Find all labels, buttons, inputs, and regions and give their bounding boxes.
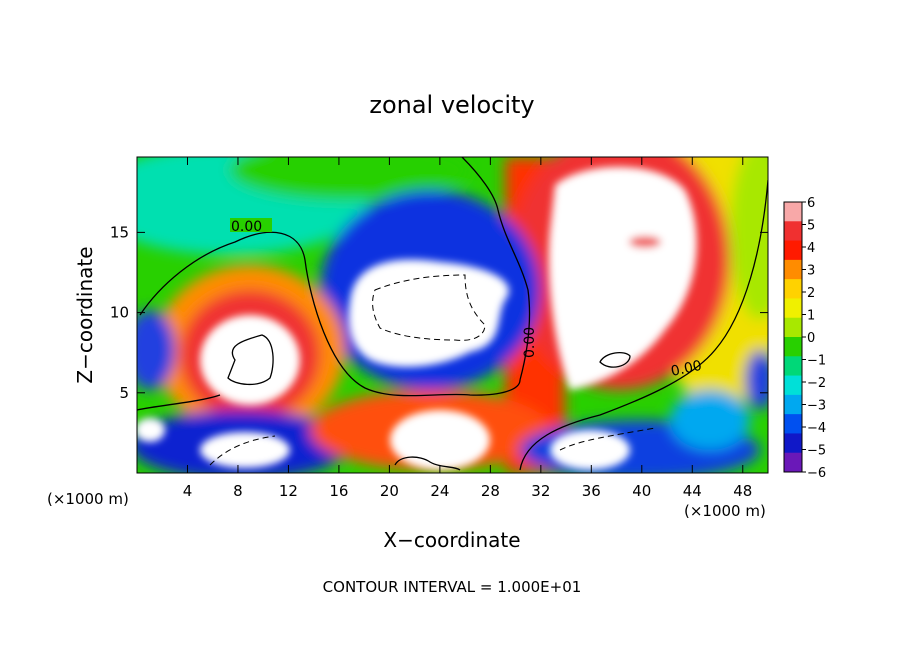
x-tick-label-8: 36 (582, 482, 601, 500)
colorbar-tick-label-8: −2 (807, 376, 826, 391)
contour-loop-right (599, 351, 631, 368)
contour-label-2: 0.00 (522, 327, 538, 358)
field-region-cyan-lower-right (670, 390, 750, 450)
lobe-white-left (200, 315, 300, 405)
colorbar-tick-label-4: 2 (807, 286, 815, 301)
colorbar-swatch-2 (784, 240, 802, 261)
contour-dashed-lines (209, 274, 656, 466)
velocity-field: 0.00 0.00 0.00 (137, 157, 768, 473)
y-tick-label-0: 5 (119, 384, 129, 402)
x-tick-label-5: 24 (430, 482, 449, 500)
colorbar-tick-label-10: −4 (807, 421, 826, 436)
field-region-blue-right-edge (745, 350, 768, 410)
lobe-pink-small (629, 236, 661, 248)
x-tick-label-10: 44 (683, 482, 702, 500)
contour-left-bottom (137, 394, 221, 411)
colorbar-tick-label-12: −6 (807, 466, 826, 481)
x-tick-label-4: 20 (380, 482, 399, 500)
colorbar-swatch-3 (784, 259, 802, 280)
chart-title: zonal velocity (369, 91, 534, 119)
contour-label-3: 0.00 (670, 358, 704, 380)
colorbar-swatch-6 (784, 317, 802, 338)
colorbar-tick-label-5: 1 (807, 309, 815, 324)
x-tick-label-9: 40 (632, 482, 651, 500)
colorbar: 6 5 4 3 2 1 0 −1 −2 −3 −4 −5 −6 (783, 196, 826, 481)
contour-interval-caption: CONTOUR INTERVAL = 1.000E+01 (323, 578, 582, 596)
colorbar-swatch-10 (784, 394, 802, 415)
lobe-white-bottom-right (550, 430, 630, 470)
contour-labels: 0.00 0.00 0.00 (230, 218, 703, 380)
colorbar-swatch-4 (784, 279, 802, 299)
contour-loop-bottom (394, 456, 461, 471)
colorbar-swatch-1 (784, 221, 802, 242)
colorbar-swatch-13 (784, 452, 802, 473)
colorbar-swatch-7 (784, 337, 802, 357)
x-tick-label-2: 12 (279, 482, 298, 500)
colorbar-tick-label-11: −5 (807, 444, 826, 459)
contour-label-1: 0.00 (231, 219, 262, 235)
field-region-green-upper (230, 157, 470, 200)
colorbar-tick-label-7: −1 (807, 354, 826, 369)
colorbar-tick-label-0: 6 (807, 196, 815, 211)
contour-zero-center (461, 157, 531, 381)
colorbar-swatch-12 (784, 433, 802, 454)
colorbar-swatch-8 (784, 356, 802, 377)
colorbar-swatch-9 (784, 375, 802, 396)
colorbar-tick-label-6: 0 (807, 331, 815, 346)
contour-dashed-bottom-left (209, 435, 276, 466)
x-axis-label: X−coordinate (383, 528, 520, 552)
x-axis-unit: (×1000 m) (47, 490, 129, 508)
contour-dashed-bottom-right (559, 427, 656, 451)
contour-zero-right (519, 179, 768, 471)
colorbar-tick-label-3: 3 (807, 264, 815, 279)
contour-lines (137, 157, 768, 471)
y-axis-unit: (×1000 m) (684, 502, 766, 520)
lobe-white-bottom-middle (390, 410, 490, 470)
colorbar-swatch-5 (784, 298, 802, 319)
y-tick-label-2: 15 (110, 223, 129, 241)
x-tick-label-3: 16 (329, 482, 348, 500)
colorbar-tick-label-2: 4 (807, 241, 815, 256)
y-axis-ticks: 5 10 15 (110, 223, 768, 402)
contour-dashed-middle (372, 274, 486, 341)
contour-label-bg-1 (230, 218, 272, 232)
field-region-green-far-right (730, 157, 768, 320)
colorbar-tick-label-9: −3 (807, 399, 826, 414)
x-tick-label-7: 32 (531, 482, 550, 500)
colorbar-swatch-11 (784, 414, 802, 434)
colorbar-tick-label-1: 5 (807, 219, 815, 234)
y-axis-label: Z−coordinate (73, 246, 97, 383)
lobe-white-bottom-left (200, 432, 290, 468)
contour-zero-left (139, 231, 521, 397)
field-region-blue-left-edge (137, 310, 175, 390)
x-axis-ticks: 4 8 12 16 20 24 28 32 36 40 44 48 (183, 157, 752, 500)
lobe-white-left-edge (137, 418, 165, 442)
plot-frame (136, 156, 769, 474)
x-tick-label-6: 28 (481, 482, 500, 500)
x-tick-label-1: 8 (233, 482, 243, 500)
y-tick-label-1: 10 (110, 304, 129, 322)
x-tick-label-0: 4 (183, 482, 193, 500)
contour-loop-left (227, 334, 274, 386)
lobe-white-right (548, 166, 697, 390)
x-tick-label-11: 48 (733, 482, 752, 500)
colorbar-swatch-0 (784, 202, 802, 222)
